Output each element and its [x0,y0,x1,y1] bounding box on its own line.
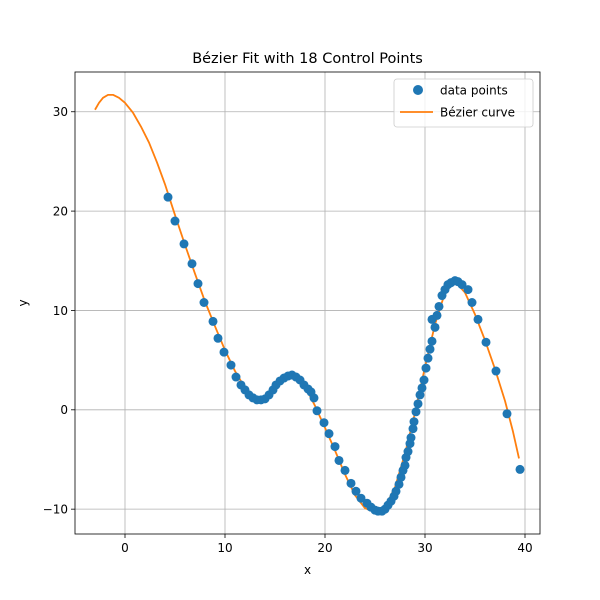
data-point [199,298,209,308]
data-point [324,429,334,439]
y-tick-label: 30 [53,105,68,119]
data-point [457,280,467,290]
legend-label-bezier-curve: Bézier curve [440,106,515,120]
data-point [481,337,491,347]
data-point [391,486,401,496]
y-tick-label: 0 [60,403,68,417]
y-axis-label: y [16,299,30,306]
data-point [403,447,413,457]
y-tick-label: −10 [43,502,68,516]
data-point [179,239,189,249]
data-point [417,383,427,393]
data-point [491,366,501,376]
data-point [421,363,431,373]
data-point [187,259,197,269]
data-point [406,433,416,443]
data-point [502,409,512,419]
y-tick-label: 20 [53,204,68,218]
data-point [334,455,344,465]
data-point [415,390,425,400]
data-point [463,285,473,295]
data-point [425,344,435,354]
data-point [400,460,410,470]
data-point [219,347,229,357]
data-point [213,333,223,343]
data-point [409,417,419,427]
x-tick-label: 0 [121,541,129,555]
plot-area-frame [74,71,541,535]
data-point [394,479,404,489]
data-point [312,406,322,416]
data-point [319,418,329,428]
legend-box [393,78,534,128]
data-point [432,310,442,320]
data-point [330,442,340,452]
data-point [408,424,418,434]
legend-label-data-points: data points [440,84,508,98]
data-point [423,353,433,363]
x-tick-label: 10 [217,541,232,555]
data-point [340,465,350,475]
data-point [427,336,437,346]
data-point [411,407,421,417]
data-point [346,478,356,488]
legend: data points Bézier curve [393,78,534,128]
chart-title: Bézier Fit with 18 Control Points [192,51,423,67]
data-point [467,298,477,308]
data-point [170,216,180,226]
data-point [163,192,173,202]
legend-marker-data-points [413,85,423,95]
data-point [430,322,440,332]
data-point [396,472,406,482]
points-layer [163,192,525,516]
data-point [193,279,203,289]
x-axis-label: x [304,563,311,577]
data-point [226,360,236,370]
y-tick-label: 10 [53,304,68,318]
data-point [413,399,423,409]
data-point [309,393,319,403]
data-point [231,372,241,382]
data-point [208,316,218,326]
data-point [419,375,429,385]
x-tick-label: 30 [417,541,432,555]
ticks-layer: 0 10 20 30 40 −10 0 10 20 30 [43,105,533,555]
x-tick-label: 20 [317,541,332,555]
data-point [515,464,525,474]
data-point [434,301,444,311]
data-point [351,486,361,496]
data-point [473,314,483,324]
data-point [356,493,366,503]
x-tick-label: 40 [517,541,532,555]
